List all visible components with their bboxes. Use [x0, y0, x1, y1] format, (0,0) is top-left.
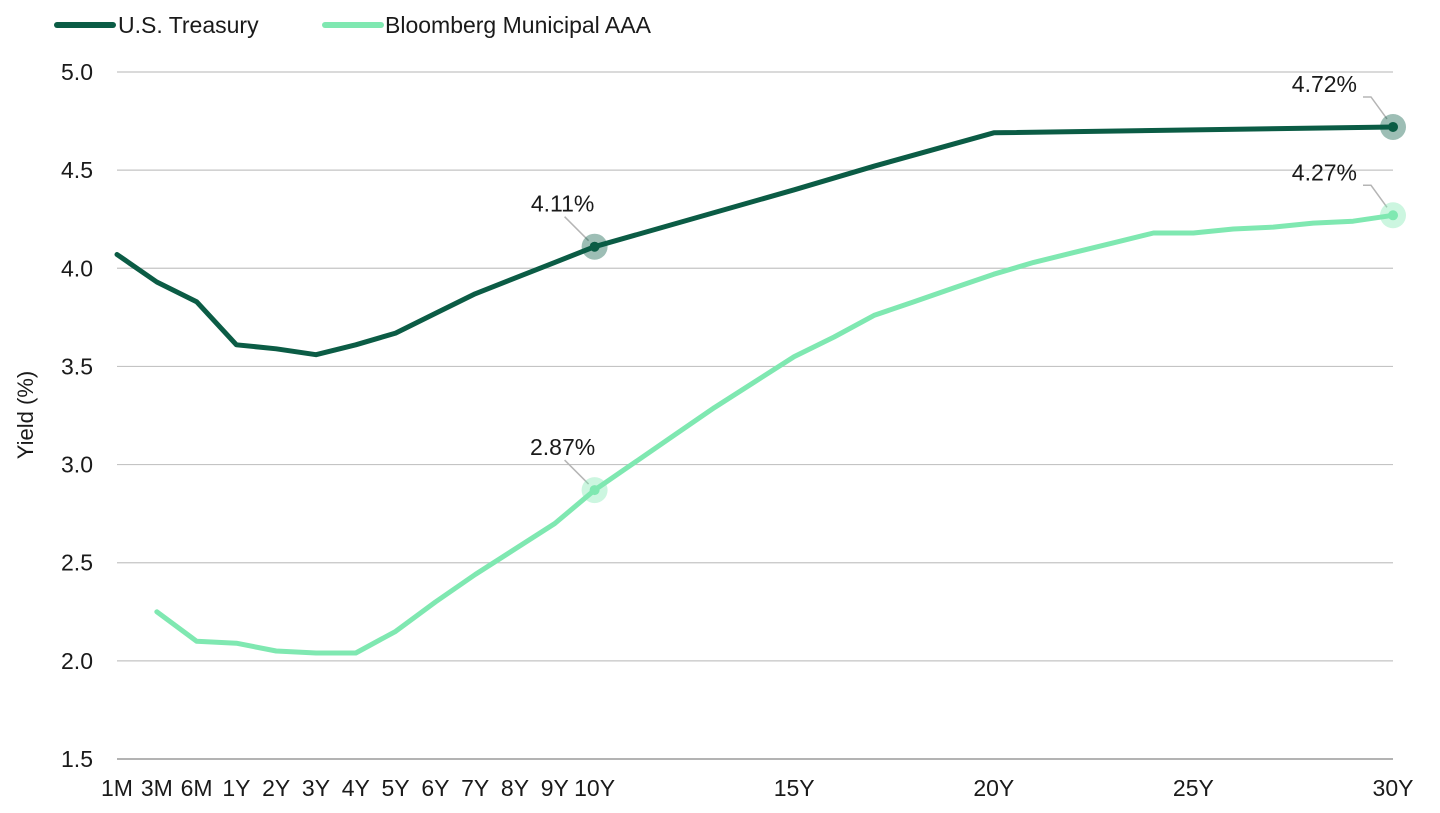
y-tick-label: 1.5 [61, 746, 93, 772]
y-tick-label: 4.5 [61, 157, 93, 183]
x-tick-label: 2Y [262, 775, 290, 801]
gridlines [117, 71, 1393, 760]
highlight-point [1388, 210, 1398, 221]
highlight-point [589, 485, 600, 496]
data-label: 4.27% [1292, 159, 1357, 185]
y-tick-label: 2.0 [61, 648, 93, 674]
legend-label: U.S. Treasury [118, 12, 259, 38]
x-axis-ticks: 1M 3M 6M 1Y 2Y 3Y 4Y 5Y 6Y 7Y 8Y 9Y 10Y 15Y 20Y 25Y 30Y [101, 775, 1413, 801]
x-tick-label: 15Y [774, 775, 815, 801]
series-line [114, 124, 1396, 358]
legend: U.S. Treasury Bloomberg Municipal AAA [54, 12, 652, 38]
annotation-leader [564, 459, 590, 485]
x-tick-label: 25Y [1173, 775, 1214, 801]
y-tick-label: 5.0 [61, 59, 93, 85]
x-tick-label: 6Y [421, 775, 449, 801]
annotation-leader [1363, 184, 1388, 208]
annotation-leader [564, 216, 590, 242]
y-tick-label: 2.5 [61, 550, 93, 576]
x-tick-label: 7Y [461, 775, 489, 801]
y-axis-ticks: 5.0 4.5 4.0 3.5 3.0 2.5 2.0 1.5 [61, 59, 93, 772]
series-line [154, 212, 1396, 656]
annotation-leader [1363, 96, 1388, 120]
data-label: 4.11% [531, 191, 595, 217]
annotations: 4.11% 4.72% 2.87% 4.27% [530, 71, 1406, 504]
x-tick-label: 8Y [501, 775, 529, 801]
x-tick-label: 3M [141, 775, 173, 801]
series-lines [114, 124, 1396, 656]
x-tick-label: 9Y [541, 775, 569, 801]
x-tick-label: 6M [181, 775, 213, 801]
y-axis-title: Yield (%) [13, 371, 38, 459]
y-tick-label: 3.5 [61, 353, 93, 379]
data-label: 4.72% [1292, 71, 1357, 97]
x-tick-label: 1Y [222, 775, 250, 801]
y-tick-label: 3.0 [61, 452, 93, 478]
data-label: 2.87% [530, 434, 595, 460]
x-tick-label: 30Y [1373, 775, 1414, 801]
x-tick-label: 20Y [973, 775, 1014, 801]
x-tick-label: 10Y [574, 775, 615, 801]
x-tick-label: 3Y [302, 775, 330, 801]
x-tick-label: 4Y [342, 775, 370, 801]
x-tick-label: 5Y [382, 775, 410, 801]
highlight-point [589, 241, 600, 252]
highlight-point [1388, 121, 1398, 132]
y-tick-label: 4.0 [61, 255, 93, 281]
legend-label: Bloomberg Municipal AAA [385, 12, 652, 38]
x-tick-label: 1M [101, 775, 133, 801]
